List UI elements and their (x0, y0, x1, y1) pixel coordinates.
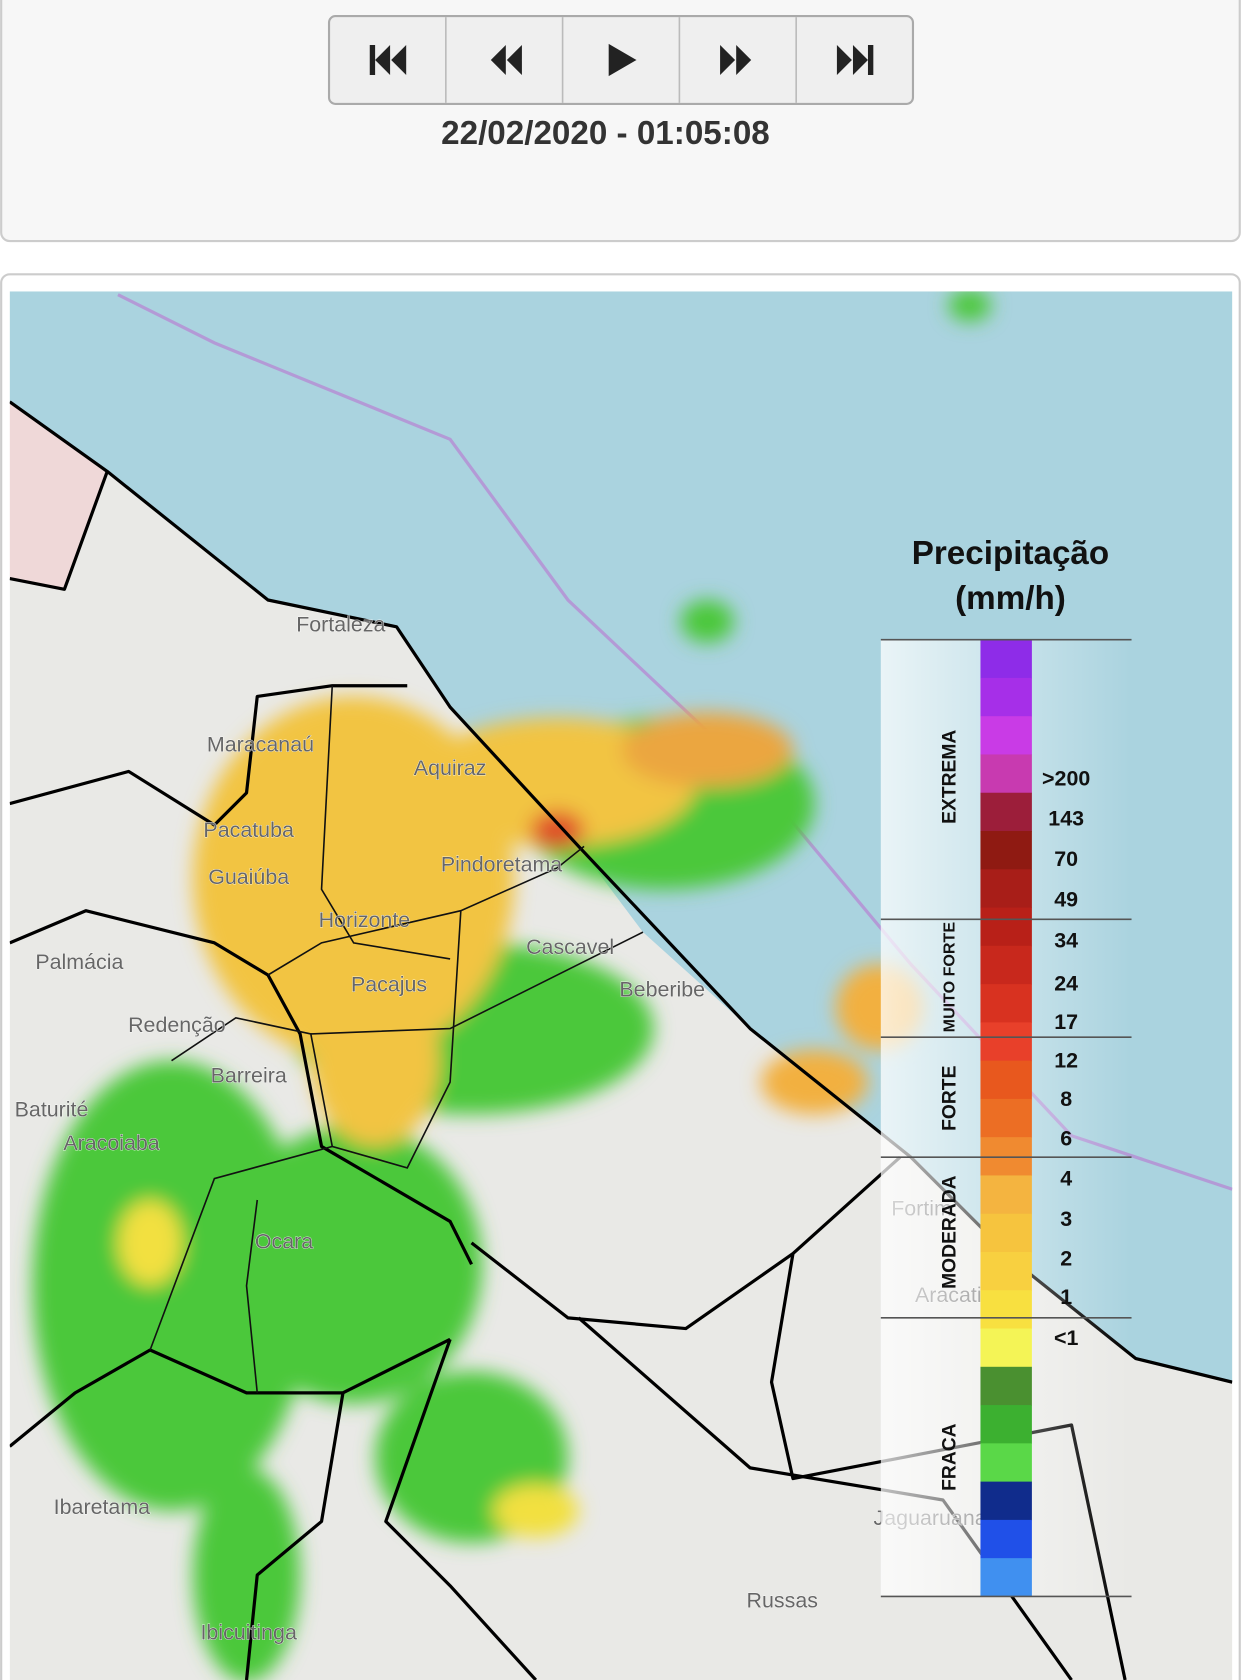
legend-swatch (980, 1558, 1032, 1597)
legend-swatch (980, 1481, 1032, 1521)
legend-swatch (980, 1060, 1032, 1100)
legend-swatch (980, 1022, 1032, 1062)
place-label: Barreira (211, 1063, 287, 1087)
legend-swatch (980, 907, 1032, 947)
place-label: Maracanaú (207, 732, 314, 756)
place-label: Ibicuitinga (200, 1621, 296, 1645)
place-label: Redenção (128, 1013, 226, 1037)
legend-swatch (980, 1098, 1032, 1138)
place-label: Russas (747, 1588, 818, 1612)
legend-level: 6 (1060, 1127, 1072, 1151)
legend-level: 17 (1054, 1010, 1078, 1034)
legend-swatch (980, 1290, 1032, 1330)
legend-level: 1 (1060, 1285, 1072, 1309)
legend-category: EXTREMA (940, 730, 961, 824)
place-label: Pacatuba (203, 818, 294, 842)
legend-category: FRACA (940, 1423, 961, 1491)
legend-level: 49 (1054, 888, 1078, 912)
legend-level: 143 (1048, 806, 1084, 830)
municipal-borders (149, 685, 644, 1393)
legend-level: 12 (1054, 1048, 1078, 1072)
legend-swatch (980, 1213, 1032, 1253)
control-panel (0, 0, 1241, 243)
legend-category: FORTE (940, 1065, 961, 1130)
legend-category: MUITO FORTE (941, 922, 959, 1033)
legend-category: MODERADA (940, 1175, 961, 1289)
legend-swatch (980, 754, 1032, 794)
legend-swatch (980, 945, 1032, 985)
legend-swatch (980, 639, 1032, 679)
legend-swatch (980, 1519, 1032, 1559)
legend-swatch (980, 1443, 1032, 1483)
legend-swatch (980, 677, 1032, 717)
place-label: Pindoretama (441, 852, 562, 876)
legend-unit: (mm/h) (955, 580, 1066, 617)
legend-swatch (980, 1405, 1032, 1444)
legend-title: Precipitação (912, 535, 1109, 572)
place-label: Guaiúba (208, 865, 289, 889)
place-label: Aracoiaba (63, 1131, 159, 1155)
place-label: Fortaleza (296, 612, 385, 636)
legend-swatch (980, 792, 1032, 832)
player-buttons (327, 15, 915, 105)
place-label: Ibaretama (54, 1495, 150, 1519)
radar-echoes (32, 291, 992, 1680)
legend-level: 4 (1060, 1166, 1072, 1190)
play-button[interactable] (564, 17, 680, 103)
timestamp: 22/02/2020 - 01:05:08 (441, 115, 770, 152)
legend-level: 8 (1060, 1087, 1072, 1111)
legend-level: >200 (1042, 767, 1090, 791)
legend-level: 34 (1054, 928, 1078, 952)
legend-level: 24 (1054, 971, 1078, 995)
place-label: Baturité (15, 1098, 89, 1122)
place-label: Horizonte (319, 908, 411, 932)
place-label: Palmácia (35, 950, 123, 974)
previous-button[interactable] (447, 17, 563, 103)
place-label: Cascavel (526, 935, 614, 959)
legend-swatch (980, 1251, 1032, 1291)
place-label: Pacajus (351, 972, 427, 996)
legend-level: <1 (1054, 1326, 1079, 1350)
legend-level: 3 (1060, 1207, 1072, 1231)
legend-swatch (980, 1328, 1032, 1368)
legend-level: 2 (1060, 1247, 1072, 1271)
first-button[interactable] (330, 17, 446, 103)
place-label: Aquiraz (414, 756, 487, 780)
place-label: Ocara (255, 1230, 313, 1254)
legend-swatch (980, 1366, 1032, 1406)
legend-swatch (980, 831, 1032, 870)
legend-swatch (980, 716, 1032, 755)
legend-swatch (980, 984, 1032, 1023)
legend-level: 70 (1054, 847, 1078, 871)
legend-swatch (980, 869, 1032, 909)
place-label: Beberibe (619, 978, 705, 1002)
legend: >200 143 70 49 34 24 17 12 8 6 4 3 2 1 <1 EXTREMA MUITO … (880, 638, 1132, 1598)
legend-swatch (980, 1175, 1032, 1215)
map: Fortaleza Maracanaú Aquiraz Pacatuba Guaiúba… (9, 291, 1233, 1680)
last-button[interactable] (797, 17, 912, 103)
next-button[interactable] (680, 17, 796, 103)
